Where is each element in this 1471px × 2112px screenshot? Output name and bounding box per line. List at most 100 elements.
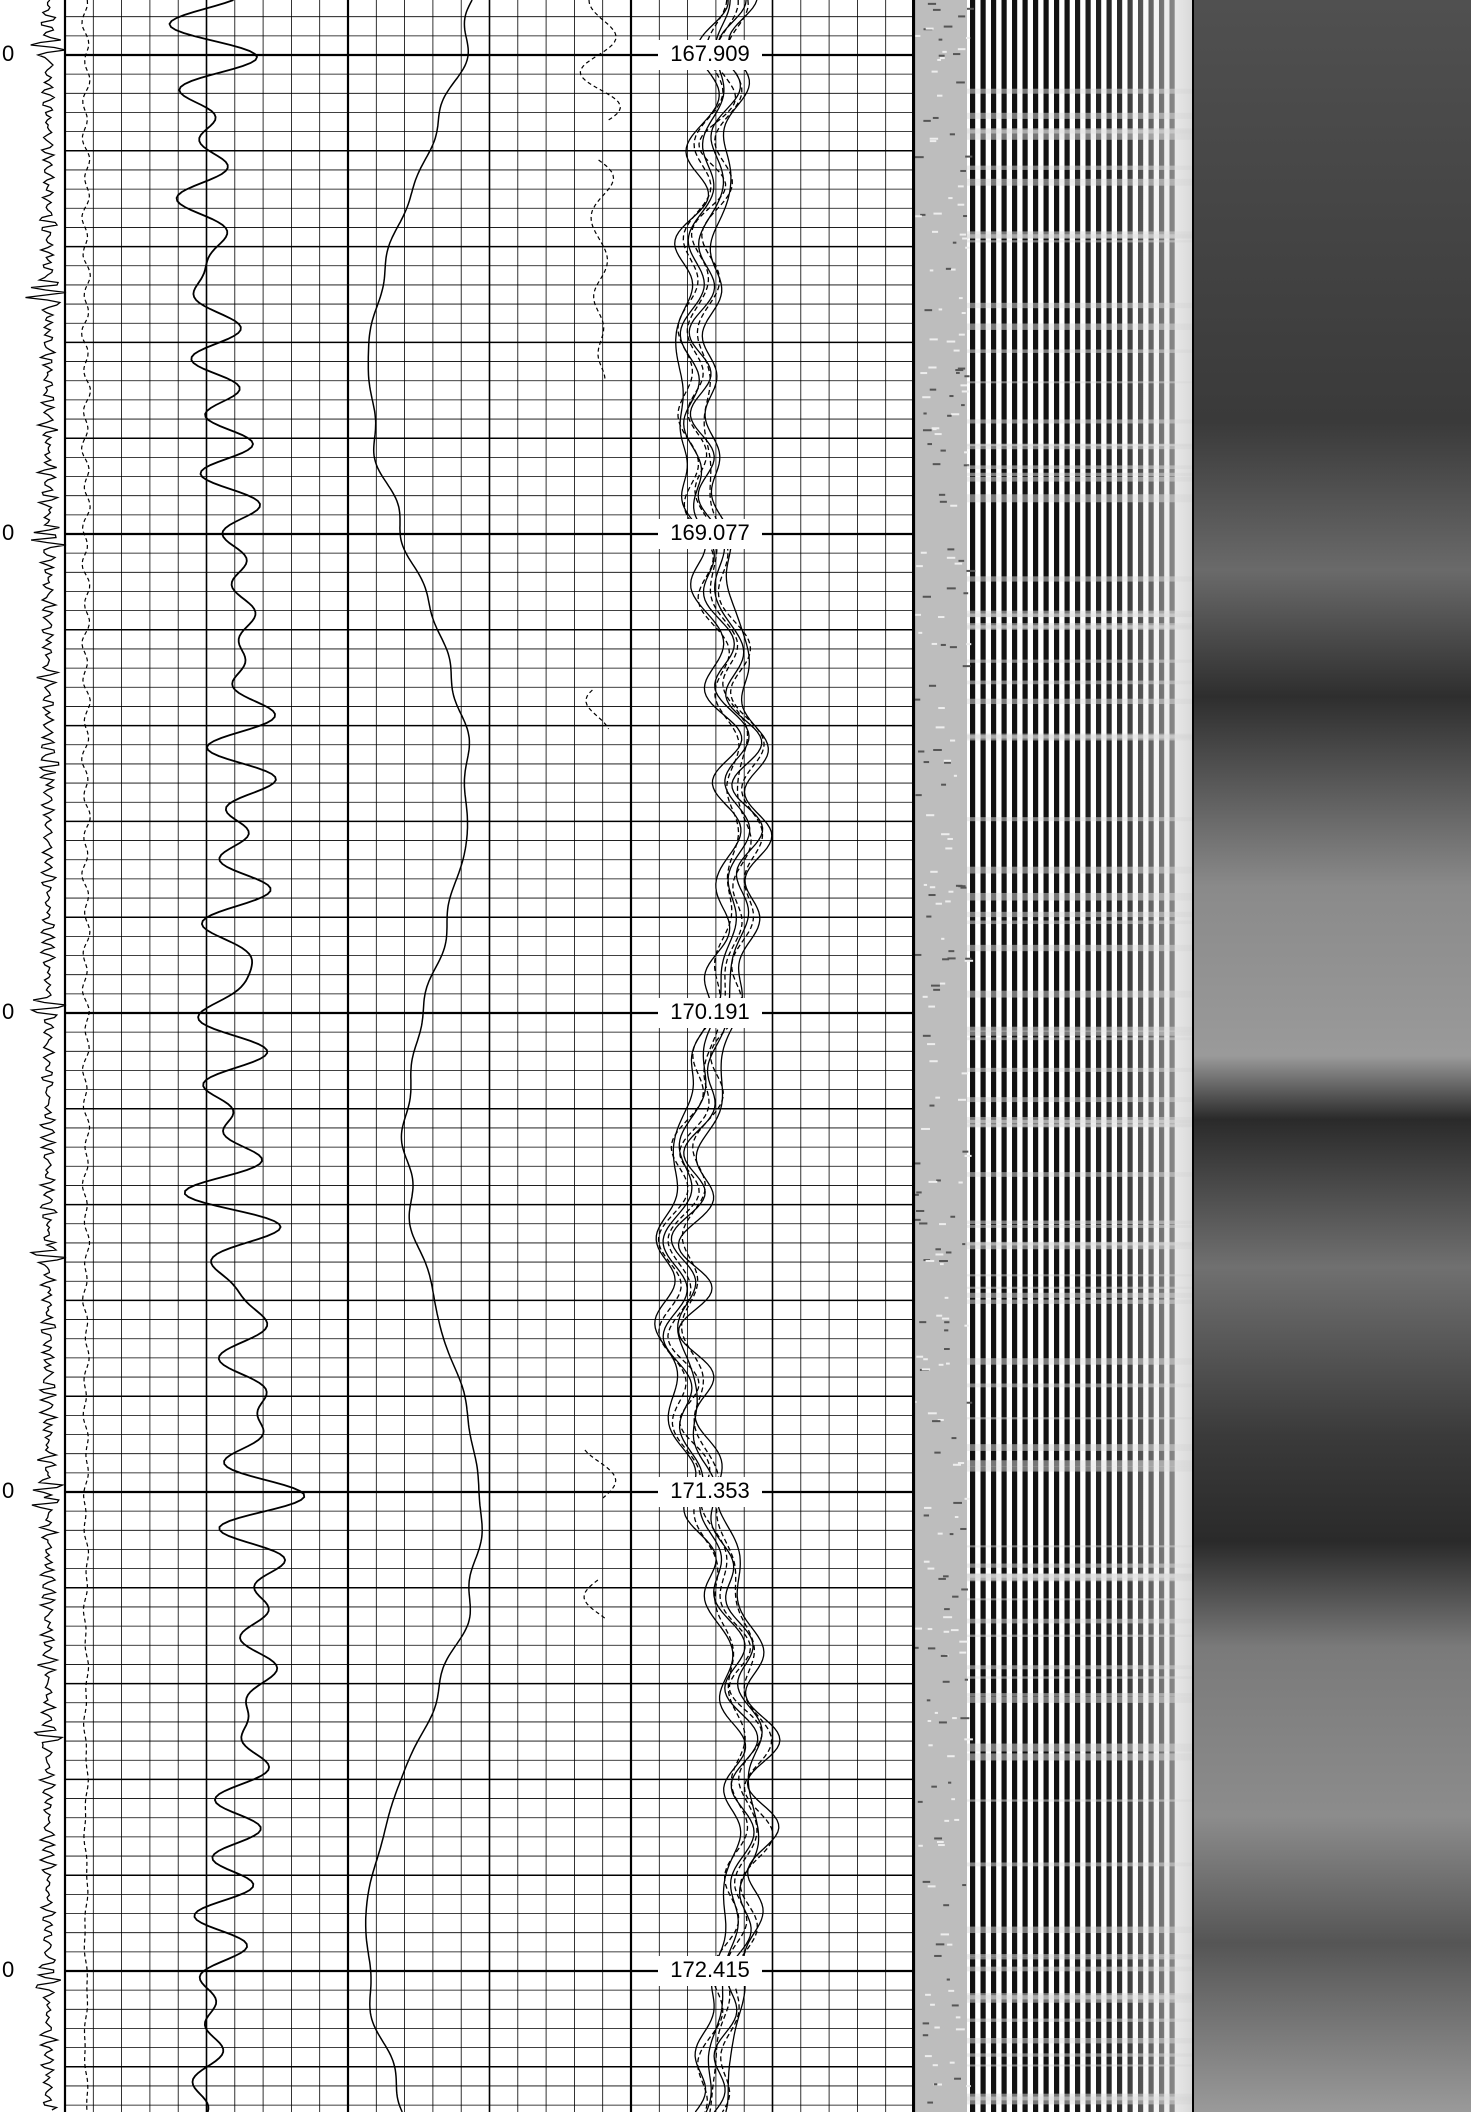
speckle — [952, 1595, 959, 1598]
log-curve — [585, 689, 610, 730]
speckle — [951, 1798, 956, 1801]
speckle — [922, 1034, 931, 1037]
speckle — [949, 646, 957, 649]
speckle — [940, 1263, 944, 1266]
speckle — [949, 2061, 955, 2064]
speckle — [940, 1654, 948, 1657]
speckle — [927, 1567, 935, 1570]
speckle — [922, 429, 932, 432]
speckle — [943, 1616, 953, 1619]
stripe — [1012, 0, 1018, 2112]
speckle — [926, 915, 932, 918]
speckle — [957, 48, 966, 51]
speckle — [948, 1781, 952, 1784]
speckle — [918, 750, 925, 753]
speckle — [950, 268, 956, 271]
speckle — [927, 1647, 936, 1650]
speckle — [926, 1699, 931, 1702]
speckle — [938, 1844, 945, 1847]
speckle — [964, 959, 974, 962]
speckle — [943, 759, 952, 762]
speckle — [937, 616, 945, 619]
speckle — [951, 2004, 959, 2007]
speckle — [917, 1800, 923, 1803]
speckle — [926, 814, 935, 817]
speckle — [945, 267, 952, 270]
stripe — [991, 0, 997, 2112]
speckle — [924, 2055, 932, 2058]
speckle — [966, 643, 972, 646]
speckle — [965, 246, 970, 249]
speckle — [958, 1181, 963, 1184]
speckle — [947, 414, 952, 417]
speckle — [935, 1248, 941, 1251]
speckle — [944, 1329, 949, 1332]
speckle — [953, 774, 957, 777]
speckle — [961, 390, 970, 393]
speckle — [928, 1744, 933, 1747]
speckle — [944, 761, 951, 764]
speckle — [934, 2026, 940, 2029]
speckle — [929, 388, 937, 391]
speckle — [948, 950, 955, 953]
stripe — [1054, 0, 1060, 2112]
depth-label: 169.077 — [670, 520, 750, 545]
speckle — [928, 894, 936, 897]
speckle — [956, 81, 965, 84]
speckle — [946, 556, 956, 559]
log-curve — [25, 0, 67, 2111]
speckle — [960, 886, 967, 889]
speckle — [963, 464, 970, 467]
speckle — [962, 237, 969, 240]
depth-label-box — [658, 998, 762, 1028]
gray-strip — [913, 0, 967, 2112]
speckle — [960, 384, 968, 387]
speckle — [940, 1933, 950, 1936]
speckle — [923, 883, 928, 886]
speckle — [941, 937, 945, 940]
speckle — [933, 748, 942, 751]
speckle — [914, 1627, 923, 1630]
speckle — [964, 1154, 972, 1157]
grid — [63, 0, 916, 2112]
speckle — [962, 1150, 969, 1153]
speckle — [960, 169, 966, 172]
speckle — [931, 70, 938, 73]
speckle — [935, 1096, 941, 1099]
speckle — [957, 185, 964, 188]
speckle — [925, 1993, 931, 1996]
speckle — [913, 953, 922, 956]
speckle — [941, 833, 950, 836]
speckle — [957, 203, 965, 206]
speckle — [932, 463, 941, 466]
stripe — [1043, 0, 1049, 2112]
speckle — [936, 1314, 943, 1317]
speckle — [940, 643, 946, 646]
speckle — [950, 1215, 956, 1218]
speckle — [939, 1223, 946, 1226]
speckle — [943, 1575, 949, 1578]
speckle — [965, 155, 973, 158]
speckle — [916, 1191, 922, 1194]
log-curve — [670, 0, 764, 2112]
depth-label: 170.191 — [670, 999, 750, 1024]
log-curve — [364, 0, 483, 2112]
curves — [25, 0, 781, 2112]
speckle — [949, 739, 956, 742]
speckle — [965, 957, 972, 960]
speckle — [946, 1362, 950, 1365]
speckle — [938, 308, 943, 311]
image-fade — [1060, 0, 1192, 2112]
speckle — [920, 213, 926, 216]
speckle — [962, 1243, 966, 1246]
speckle — [914, 1193, 919, 1196]
speckle — [946, 1978, 950, 1981]
zero-label: 0 — [2, 41, 14, 66]
speckle — [944, 1321, 950, 1324]
speckle — [935, 902, 942, 905]
speckle — [934, 1954, 942, 1957]
speckle — [934, 433, 942, 436]
speckle — [939, 1260, 948, 1263]
speckle — [913, 613, 921, 616]
speckle — [943, 25, 953, 28]
